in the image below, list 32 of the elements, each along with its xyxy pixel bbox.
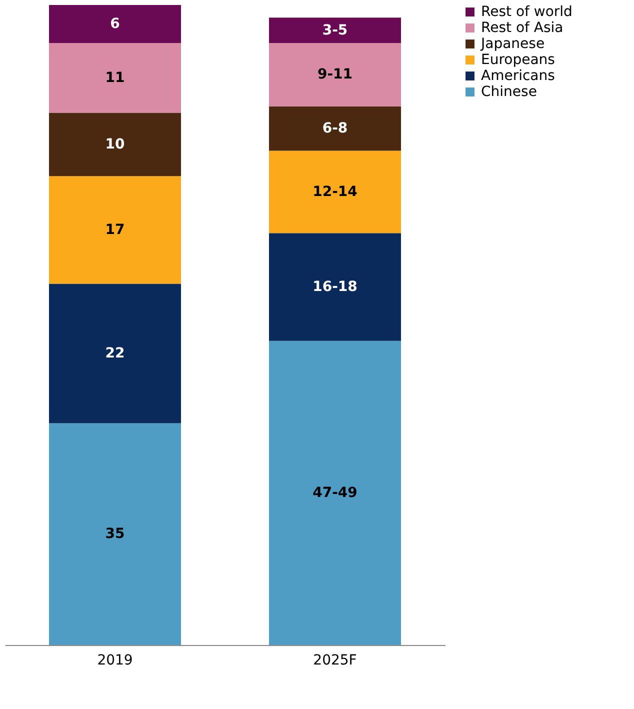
bar <box>269 340 401 645</box>
data-label: 6-8 <box>322 120 348 137</box>
x-tick-label: 2025F <box>313 652 357 668</box>
legend-label: Rest of Asia <box>481 20 564 36</box>
data-label: 10 <box>105 136 125 152</box>
bar <box>269 43 401 106</box>
data-label: 12-14 <box>312 184 358 200</box>
data-label: 17 <box>105 222 125 238</box>
data-label: 16-18 <box>312 278 358 295</box>
legend-label: Europeans <box>481 52 555 68</box>
data-label: 11 <box>105 70 125 86</box>
bar <box>49 112 181 176</box>
bar <box>269 233 401 341</box>
bar <box>269 18 401 44</box>
bar <box>269 106 401 151</box>
legend-label: Rest of world <box>481 4 572 20</box>
data-label: 3-5 <box>322 22 348 38</box>
bar <box>49 423 181 645</box>
legend-label: Japanese <box>480 36 545 52</box>
bar <box>49 284 181 424</box>
bar <box>49 5 181 44</box>
x-tick-label: 2019 <box>97 652 133 668</box>
data-label: 9-11 <box>317 66 353 83</box>
data-label: 6 <box>110 16 120 32</box>
bar <box>269 150 401 234</box>
bar <box>49 43 181 113</box>
data-label: 47-49 <box>312 484 358 501</box>
bar <box>49 176 181 284</box>
data-label: 22 <box>105 346 125 362</box>
data-label: 35 <box>105 526 125 542</box>
legend-label: Chinese <box>481 84 537 100</box>
legend-label: Americans <box>481 68 555 84</box>
